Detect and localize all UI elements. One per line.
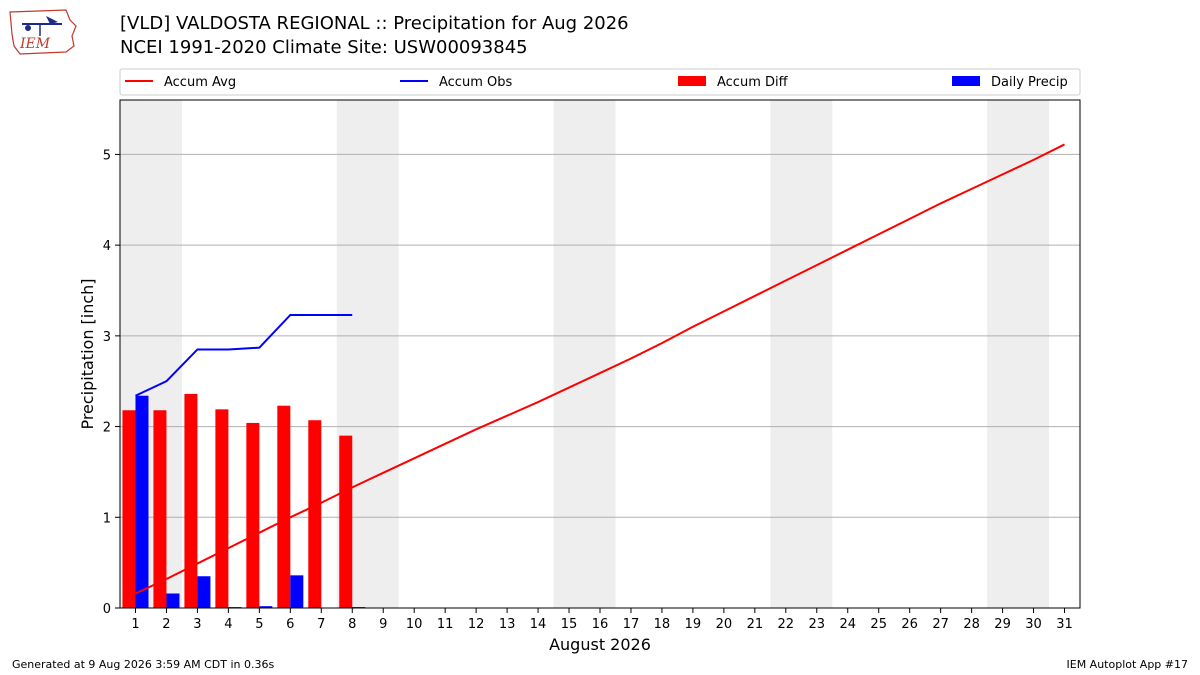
x-tick-label: 20 [716,617,733,632]
x-tick-label: 14 [530,617,547,632]
x-tick-label: 15 [561,617,578,632]
app-label: IEM Autoplot App #17 [1066,658,1189,671]
accum-diff-bar [308,420,322,608]
accum-obs-line [135,313,353,397]
weekend-band [770,100,833,608]
accum-diff-bar [153,410,167,608]
iem-logo: IEM [6,6,78,62]
weekend-band [553,100,616,608]
legend-label: Accum Diff [717,75,789,90]
legend-label: Accum Obs [439,75,512,90]
accum-diff-bar [215,409,229,608]
y-tick-label: 0 [103,602,111,617]
x-tick-label: 29 [994,617,1011,632]
daily-precip-bar [197,576,211,608]
daily-precip-bar [135,395,149,608]
x-tick-label: 8 [348,617,356,632]
x-tick-label: 25 [870,617,887,632]
x-tick-label: 21 [747,617,764,632]
x-tick-label: 17 [623,617,640,632]
chart-subtitle: NCEI 1991-2020 Climate Site: USW00093845 [120,37,528,58]
x-tick-label: 16 [592,617,609,632]
legend: Accum Avg Accum Obs Accum Diff Daily Precip [119,68,1081,96]
accum-diff-bar [339,435,353,608]
x-tick-label: 5 [255,617,263,632]
accum-avg-line [135,143,1065,595]
legend-label: Daily Precip [991,75,1068,90]
chart-title: [VLD] VALDOSTA REGIONAL :: Precipitation… [120,13,629,34]
daily-precip-bar [290,575,304,608]
x-tick-label: 13 [499,617,516,632]
x-tick-label: 19 [685,617,702,632]
x-tick-label: 28 [963,617,980,632]
y-tick-label: 5 [103,148,111,163]
x-tick-label: 4 [224,617,232,632]
x-tick-label: 10 [406,617,423,632]
daily-precip-bar [166,593,180,608]
accum-diff-bar [277,405,291,608]
accum-diff-bar [122,410,136,608]
weekend-band [987,100,1050,608]
accum-diff-bar [184,393,198,608]
x-tick-label: 24 [839,617,856,632]
x-tick-label: 23 [809,617,826,632]
legend-label: Accum Avg [164,75,236,90]
x-tick-label: 2 [162,617,170,632]
x-tick-label: 11 [437,617,454,632]
x-tick-label: 7 [317,617,325,632]
daily-precip-bar [259,606,273,608]
x-axis-label: August 2026 [549,635,651,654]
accum-diff-bar [246,422,260,608]
x-tick-label: 27 [932,617,949,632]
x-tick-label: 3 [193,617,201,632]
y-axis-label: Precipitation [inch] [78,278,97,429]
x-tick-label: 9 [379,617,387,632]
x-tick-label: 30 [1025,617,1042,632]
y-tick-label: 1 [103,511,111,526]
legend-box-swatch [952,76,980,86]
iowa-outline-icon [9,9,77,55]
x-tick-label: 6 [286,617,294,632]
y-tick-label: 4 [103,239,111,254]
y-tick-label: 2 [103,421,111,436]
x-tick-label: 26 [901,617,918,632]
x-tick-label: 1 [131,617,139,632]
generated-timestamp: Generated at 9 Aug 2026 3:59 AM CDT in 0… [12,658,275,671]
y-tick-label: 3 [103,330,111,345]
x-tick-label: 31 [1056,617,1073,632]
legend-box-swatch [678,76,706,86]
x-tick-label: 22 [778,617,795,632]
logo-text: IEM [19,36,51,52]
x-tick-label: 18 [654,617,671,632]
x-tick-label: 12 [468,617,485,632]
